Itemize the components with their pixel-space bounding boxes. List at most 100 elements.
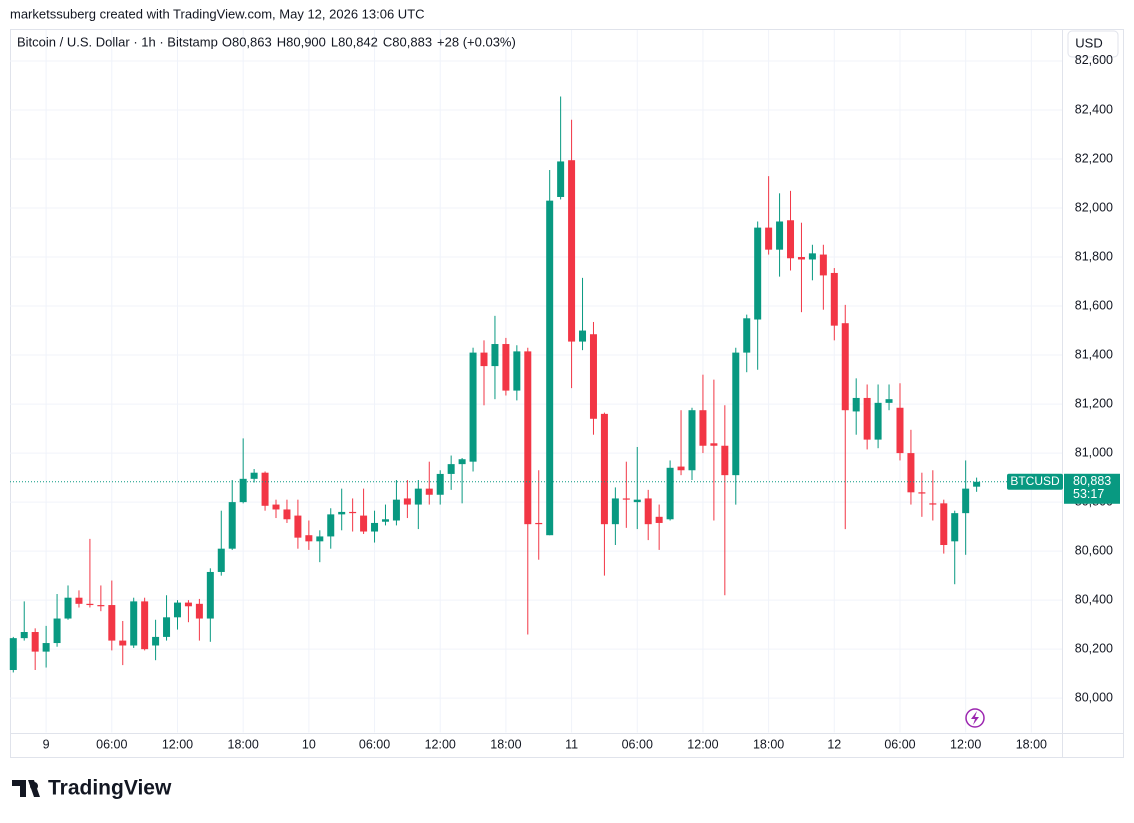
- candle-body: [97, 605, 105, 607]
- candle-body: [929, 503, 937, 505]
- candle-body: [349, 511, 357, 514]
- candle-body: [447, 464, 455, 474]
- candle-body: [841, 323, 849, 411]
- symbol-tag-label: BTCUSD: [1010, 474, 1060, 488]
- chart-frame: [10, 29, 1124, 758]
- candle-body: [75, 597, 83, 604]
- y-tick-label: 82,000: [1075, 200, 1113, 214]
- candle-body: [918, 492, 926, 494]
- y-tick-label: 81,000: [1075, 445, 1113, 459]
- candle-body: [830, 272, 838, 326]
- candle-body: [272, 504, 280, 510]
- candle-body: [633, 499, 641, 503]
- candle-body: [568, 160, 576, 342]
- candle-body: [513, 351, 521, 391]
- candle-body: [152, 636, 160, 646]
- x-tick-label: 06:00: [359, 737, 390, 751]
- candle-body: [557, 161, 565, 197]
- candle-body: [108, 605, 116, 641]
- candle-body: [316, 536, 324, 542]
- candle-body: [699, 410, 707, 446]
- ohlc-value: 80,900: [286, 34, 326, 49]
- x-tick-label: 12:00: [687, 737, 718, 751]
- candle-body: [217, 548, 225, 572]
- candle-body: [261, 472, 269, 506]
- candle-body: [163, 617, 171, 637]
- x-tick-label: 10: [302, 737, 316, 751]
- candle-body: [283, 509, 291, 520]
- y-tick-label: 82,200: [1075, 151, 1113, 165]
- candle-body: [524, 351, 532, 525]
- price-tag-countdown: 53:17: [1073, 487, 1104, 501]
- candle-body: [907, 453, 915, 493]
- candle-body: [239, 478, 247, 503]
- candle-body: [327, 514, 335, 537]
- currency-button[interactable]: [1067, 30, 1119, 58]
- y-tick-label: 81,800: [1075, 249, 1113, 263]
- x-tick-label: 18:00: [1016, 737, 1047, 751]
- candle-body: [589, 334, 597, 419]
- ohlc-key: O: [222, 34, 232, 49]
- candle-body: [600, 413, 608, 525]
- candle-body: [31, 632, 39, 652]
- ohlc-value: 80,883: [392, 34, 432, 49]
- y-tick-label: 82,600: [1075, 53, 1113, 67]
- candle-body: [184, 602, 192, 607]
- candle-body: [852, 397, 860, 412]
- candle-body: [688, 410, 696, 471]
- candle-body: [360, 515, 368, 532]
- candle-body: [819, 254, 827, 276]
- candle-body: [885, 399, 893, 403]
- candles: [9, 96, 1062, 673]
- lightning-icon[interactable]: [965, 708, 985, 728]
- candle-body: [677, 466, 685, 471]
- x-tick-label: 12: [827, 737, 841, 751]
- candle-body: [765, 227, 773, 250]
- y-tick-label: 80,400: [1075, 592, 1113, 606]
- y-tick-label: 82,400: [1075, 102, 1113, 116]
- ohlc-key: C: [383, 34, 392, 49]
- candle-body: [721, 445, 729, 476]
- candle-body: [951, 513, 959, 542]
- ohlc-key: H: [277, 34, 286, 49]
- x-tick-label: 18:00: [228, 737, 259, 751]
- x-tick-label: 06:00: [96, 737, 127, 751]
- candle-body: [425, 488, 433, 495]
- candle-body: [381, 519, 389, 522]
- ohlc-key: L: [331, 34, 338, 49]
- price-tag-value: 80,883: [1073, 474, 1111, 488]
- y-tick-label: 81,600: [1075, 298, 1113, 312]
- candle-body: [480, 352, 488, 367]
- candle-body: [940, 503, 948, 546]
- lightning-bolt: [971, 711, 979, 725]
- candle-body: [787, 220, 795, 259]
- ohlc-legend: O 80,863 H 80,900 L 80,842 C 80,883 +28 (+0.03%): [222, 34, 516, 49]
- candle-body: [666, 467, 674, 520]
- price-tag: [1064, 473, 1120, 504]
- candle-body: [42, 643, 50, 652]
- candle-body: [655, 516, 663, 523]
- brand-logo: TradingView: [12, 777, 172, 800]
- candle-body: [20, 632, 28, 639]
- candle-body: [863, 397, 871, 440]
- candle-body: [206, 571, 214, 619]
- candle-body: [743, 318, 751, 353]
- grid: [10, 30, 1062, 733]
- candle-body: [338, 511, 346, 515]
- candle-body: [546, 200, 554, 536]
- candle-body: [611, 498, 619, 525]
- candle-body: [250, 472, 258, 479]
- candle-body: [228, 502, 236, 549]
- candle-body: [294, 515, 302, 538]
- symbol-title: Bitcoin / U.S. Dollar · 1h · Bitstamp: [17, 34, 218, 49]
- candle-body: [622, 498, 630, 500]
- candle-body: [195, 603, 203, 619]
- y-tick-label: 80,200: [1075, 641, 1113, 655]
- candle-body: [491, 344, 499, 367]
- currency-label[interactable]: USD: [1075, 35, 1102, 50]
- x-tick-label: 18:00: [490, 737, 521, 751]
- x-tick-label: 9: [43, 737, 50, 751]
- candle-body: [579, 330, 587, 342]
